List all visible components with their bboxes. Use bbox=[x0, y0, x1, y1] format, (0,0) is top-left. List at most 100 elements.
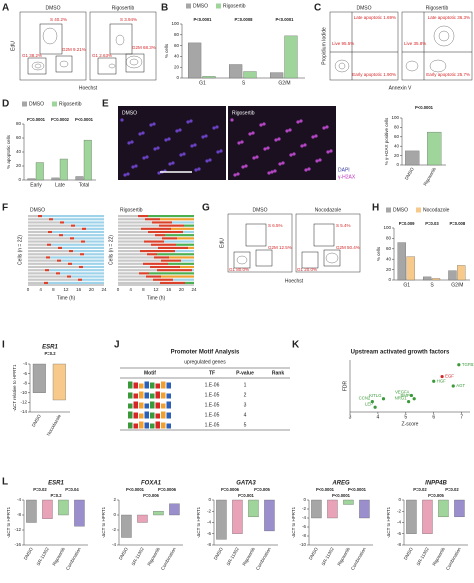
chart-title: AREG bbox=[331, 481, 350, 487]
track-after bbox=[173, 278, 194, 281]
bar bbox=[327, 499, 338, 519]
track-mitosis bbox=[157, 269, 192, 272]
motif-logo bbox=[155, 413, 160, 419]
track-after bbox=[72, 262, 104, 265]
gate-label: G1 38.2% bbox=[22, 53, 42, 58]
nucleus bbox=[326, 150, 330, 154]
track-mitosis bbox=[45, 269, 49, 272]
track-interphase bbox=[28, 218, 49, 221]
condition: Rigosertib bbox=[120, 207, 143, 213]
x-tick-label: SR-11302 bbox=[36, 546, 51, 566]
y-tick-label: -2 bbox=[397, 508, 401, 513]
gate-label: Early apoptotic 25.7% bbox=[426, 72, 470, 77]
gate-label: G2M 12.5% bbox=[268, 245, 292, 250]
nucleus bbox=[215, 125, 219, 129]
track-interphase bbox=[28, 221, 60, 224]
motif-logo bbox=[139, 383, 144, 389]
track-interphase bbox=[28, 234, 59, 237]
y-tick-label: -4 bbox=[207, 520, 211, 525]
bar bbox=[422, 499, 433, 534]
nucleus bbox=[157, 171, 161, 175]
track-after bbox=[64, 221, 104, 224]
y-tick-label: 80 bbox=[394, 125, 400, 130]
track-interphase bbox=[28, 256, 46, 259]
track-after bbox=[171, 227, 194, 230]
bar bbox=[187, 42, 202, 79]
nucleus bbox=[240, 140, 244, 144]
p-value: P=0.008 bbox=[449, 221, 465, 226]
y-tick-label: -2 bbox=[112, 527, 116, 532]
x-tick-label: SR-11302 bbox=[226, 546, 241, 566]
track-mitosis bbox=[69, 250, 73, 253]
axis-label: Hoechst bbox=[285, 278, 304, 284]
table-title: Promoter Motif Analysis bbox=[171, 350, 240, 356]
bar bbox=[405, 150, 420, 166]
x-tick-label: 24 bbox=[191, 287, 197, 292]
x-tick-label: 4 bbox=[129, 287, 132, 292]
nucleus bbox=[127, 141, 131, 145]
nucleus bbox=[299, 119, 303, 123]
y-tick-label: 80 bbox=[16, 121, 22, 126]
track-after bbox=[149, 272, 194, 275]
p-value: P=0.2 bbox=[50, 493, 62, 498]
panel-label: E bbox=[102, 99, 109, 110]
track-interphase bbox=[28, 243, 47, 246]
bar bbox=[422, 276, 432, 281]
condition: Nocodazole bbox=[315, 207, 342, 213]
track-after bbox=[71, 275, 104, 278]
track-after bbox=[52, 230, 104, 234]
point bbox=[370, 400, 374, 404]
track-mitosis bbox=[153, 278, 173, 281]
nucleus bbox=[262, 122, 266, 126]
table-cell: 1 bbox=[244, 382, 247, 388]
motif-logo bbox=[128, 411, 133, 419]
track-mitosis bbox=[143, 262, 168, 265]
nucleus bbox=[252, 156, 256, 160]
track-interphase bbox=[28, 250, 69, 253]
track-mitosis bbox=[141, 227, 171, 230]
track-mitosis bbox=[161, 259, 181, 262]
bar bbox=[343, 499, 354, 505]
x-tick-label: 4 bbox=[39, 287, 42, 292]
nucleus bbox=[274, 138, 278, 142]
track-mitosis bbox=[67, 275, 71, 278]
motif-logo bbox=[128, 392, 133, 399]
track-interphase bbox=[28, 272, 56, 275]
motif-logo bbox=[133, 382, 138, 389]
bar bbox=[438, 499, 449, 518]
y-tick-label: 0 bbox=[176, 75, 179, 80]
point bbox=[407, 400, 411, 404]
axis-label: Cells (n = 22) bbox=[17, 235, 23, 265]
motif-logo bbox=[161, 411, 166, 419]
nucleus bbox=[318, 158, 322, 162]
nucleus bbox=[197, 167, 201, 171]
y-tick-label: 20 bbox=[174, 64, 180, 69]
motif-logo bbox=[150, 393, 155, 399]
table-cell: 3 bbox=[244, 402, 247, 408]
track-after bbox=[51, 243, 104, 246]
p-value: P<0.0001 bbox=[316, 487, 335, 492]
gate-label: S 3.94% bbox=[120, 17, 137, 22]
condition: DMSO bbox=[122, 110, 137, 116]
legend-label: DMSO bbox=[393, 207, 408, 213]
motif-logo bbox=[139, 421, 144, 429]
track-interphase bbox=[28, 224, 71, 227]
x-tick-label: Rigosertib bbox=[241, 546, 256, 566]
y-tick-label: 0 bbox=[208, 497, 211, 502]
x-tick-label: Early bbox=[30, 182, 42, 188]
motif-logo bbox=[155, 383, 160, 389]
track-interphase bbox=[28, 227, 82, 230]
condition: DMSO bbox=[253, 207, 268, 213]
track-after bbox=[63, 234, 104, 237]
track-mitosis bbox=[78, 278, 82, 281]
legend-label: Nocodazole bbox=[423, 207, 450, 213]
track-mitosis bbox=[158, 246, 188, 249]
track-mitosis bbox=[138, 215, 148, 218]
track-interphase bbox=[118, 256, 154, 259]
nucleus bbox=[212, 126, 216, 130]
nucleus bbox=[314, 134, 318, 138]
track-mitosis bbox=[46, 256, 50, 259]
bar bbox=[406, 256, 415, 281]
bar bbox=[121, 514, 132, 538]
motif-logo bbox=[150, 382, 155, 389]
